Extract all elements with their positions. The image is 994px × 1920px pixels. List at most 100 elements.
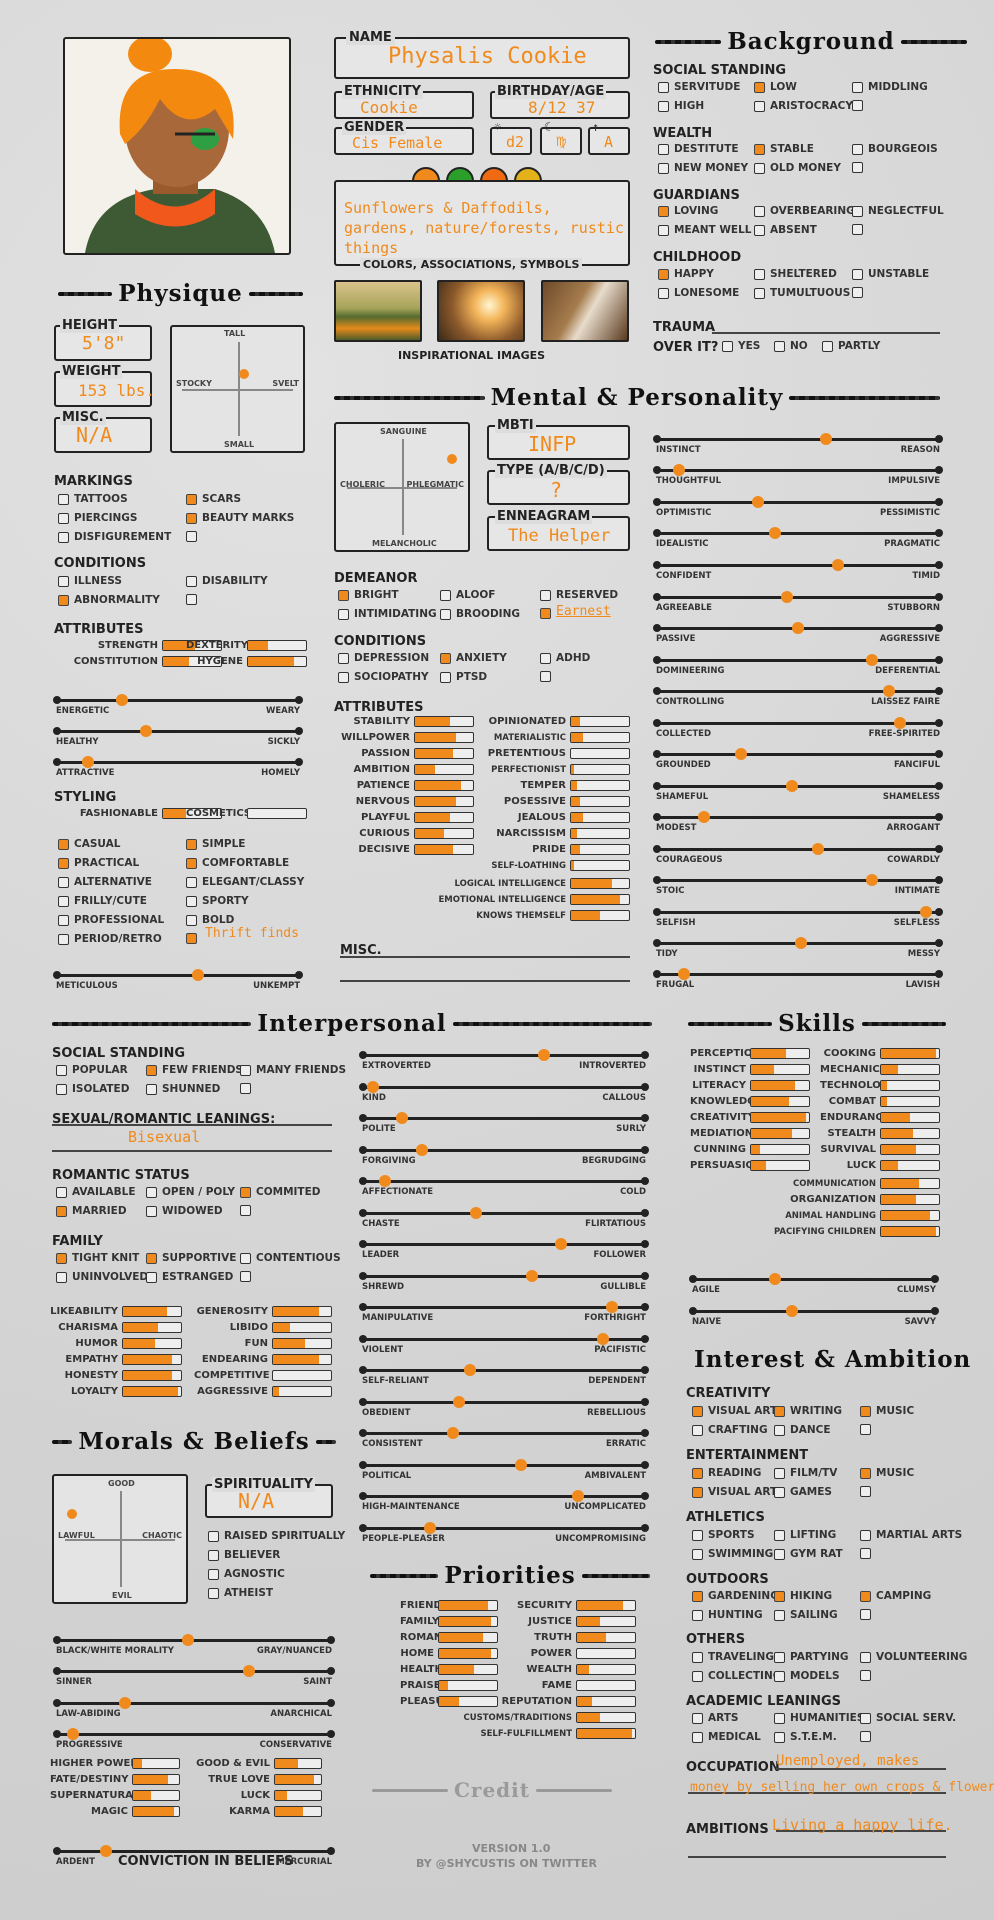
slider-handle[interactable]	[446, 1427, 459, 1439]
attribute-pacifying-children[interactable]: PACIFYING CHILDREN	[730, 1226, 940, 1237]
inspiration-image-sunflowers[interactable]	[334, 280, 422, 342]
slider-kind-callous[interactable]: KIND CALLOUS	[359, 1081, 649, 1106]
checkbox-box[interactable]	[852, 287, 863, 298]
checkbox-box[interactable]	[860, 1424, 871, 1435]
attribute-higher-power[interactable]: HIGHER POWER	[50, 1758, 180, 1769]
checkbox-alternative[interactable]: ALTERNATIVE	[58, 876, 152, 888]
attribute-constitution[interactable]: CONSTITUTION	[48, 656, 222, 667]
attribute-generosity[interactable]: GENEROSITY	[194, 1306, 332, 1317]
checkbox-box[interactable]	[692, 1590, 703, 1602]
writing-line[interactable]	[52, 1150, 332, 1152]
checkbox-box[interactable]	[240, 1083, 251, 1094]
attribute-justice[interactable]: JUSTICE	[516, 1616, 636, 1627]
slider-confident-timid[interactable]: CONFIDENT TIMID	[653, 559, 943, 584]
attribute-bar[interactable]	[132, 1774, 180, 1785]
attribute-bar[interactable]	[570, 780, 630, 791]
checkbox-servitude[interactable]: SERVITUDE	[658, 81, 740, 93]
checkbox-box[interactable]	[774, 1486, 785, 1498]
slider-handle[interactable]	[119, 1697, 131, 1709]
checkbox-box[interactable]	[774, 1712, 785, 1724]
slider-agreeable-stubborn[interactable]: AGREEABLE STUBBORN	[653, 591, 943, 616]
checkbox-reserved[interactable]: RESERVED	[540, 589, 618, 601]
slider-handle[interactable]	[66, 1728, 79, 1740]
attribute-bar[interactable]	[750, 1160, 810, 1171]
slider-handle[interactable]	[794, 937, 807, 949]
checkbox-box[interactable]	[208, 1530, 219, 1542]
slider-stoic-intimate[interactable]: STOIC INTIMATE	[653, 874, 943, 899]
checkbox-box[interactable]	[56, 1186, 67, 1198]
checkbox-sociopathy[interactable]: SOCIOPATHY	[338, 671, 429, 683]
attribute-bar[interactable]	[880, 1096, 940, 1107]
attribute-combat[interactable]: COMBAT	[820, 1096, 940, 1107]
slider-handle[interactable]	[515, 1459, 528, 1471]
slider-handle[interactable]	[469, 1207, 482, 1219]
checkbox-tight-knit[interactable]: TIGHT KNIT	[56, 1252, 139, 1264]
checkbox-box[interactable]	[852, 268, 863, 280]
attribute-luck[interactable]: LUCK	[186, 1790, 322, 1801]
checkbox-box[interactable]	[754, 100, 765, 112]
checkbox-humanities[interactable]: HUMANITIES	[774, 1712, 864, 1724]
checkbox-simple[interactable]: SIMPLE	[186, 838, 245, 850]
attribute-bar[interactable]	[570, 860, 630, 871]
attribute-dexterity[interactable]: DEXTERITY	[186, 640, 307, 651]
attribute-bar[interactable]	[438, 1680, 498, 1691]
attribute-bar[interactable]	[247, 640, 307, 651]
attribute-romance[interactable]: ROMANCE	[400, 1632, 498, 1643]
attribute-emotional-intelligence[interactable]: EMOTIONAL INTELLIGENCE	[420, 894, 630, 905]
slider-handle[interactable]	[99, 1845, 112, 1857]
slider-handle[interactable]	[571, 1490, 584, 1502]
checkbox-other[interactable]	[240, 1271, 251, 1282]
slider-black-white-morality-gray-nuanced[interactable]: BLACK/WHITE MORALITY GRAY/NUANCED	[53, 1634, 335, 1659]
checkbox-box[interactable]	[860, 1467, 871, 1479]
checkbox-high[interactable]: HIGH	[658, 100, 704, 112]
checkbox-box[interactable]	[58, 531, 69, 543]
slider-controlling-laissez-faire[interactable]: CONTROLLING LAISSEZ FAIRE	[653, 685, 943, 710]
attribute-bar[interactable]	[132, 1806, 180, 1817]
attribute-literacy[interactable]: LITERACY	[690, 1080, 810, 1091]
checkbox-other[interactable]	[860, 1548, 871, 1559]
checkbox-ptsd[interactable]: PTSD	[440, 671, 487, 683]
attribute-aggressive[interactable]: AGGRESSIVE	[194, 1386, 332, 1397]
attribute-bar[interactable]	[570, 748, 630, 759]
checkbox-agnostic[interactable]: AGNOSTIC	[208, 1568, 285, 1580]
attribute-bar[interactable]	[750, 1064, 810, 1075]
slider-handle[interactable]	[597, 1333, 610, 1345]
attribute-customs-traditions[interactable]: CUSTOMS/TRADITIONS	[446, 1712, 636, 1723]
attribute-fame[interactable]: FAME	[516, 1680, 636, 1691]
checkbox-lifting[interactable]: LIFTING	[774, 1529, 836, 1541]
sun-sign-field[interactable]	[490, 127, 532, 155]
attribute-bar[interactable]	[414, 748, 474, 759]
attribute-bar[interactable]	[414, 812, 474, 823]
checkbox-box[interactable]	[774, 1590, 785, 1602]
attribute-bar[interactable]	[438, 1648, 498, 1659]
slider-handle[interactable]	[919, 906, 932, 918]
checkbox-meant-well[interactable]: MEANT WELL	[658, 224, 752, 236]
attribute-bar[interactable]	[576, 1728, 636, 1739]
checkbox-box[interactable]	[774, 1529, 785, 1541]
slider-attractive-homely[interactable]: ATTRACTIVE HOMELY	[53, 756, 303, 781]
attribute-temper[interactable]: TEMPER	[486, 780, 630, 791]
checkbox-box[interactable]	[186, 594, 197, 605]
checkbox-box[interactable]	[186, 531, 197, 542]
attribute-bar[interactable]	[122, 1338, 182, 1349]
slider-handle[interactable]	[537, 1049, 550, 1061]
attribute-empathy[interactable]: EMPATHY	[50, 1354, 182, 1365]
attribute-materialistic[interactable]: MATERIALISTIC	[486, 732, 630, 743]
attribute-family[interactable]: FAMILY	[400, 1616, 498, 1627]
attribute-bar[interactable]	[414, 732, 474, 743]
slider-handle[interactable]	[672, 464, 685, 476]
checkbox-box[interactable]	[208, 1568, 219, 1580]
attribute-bar[interactable]	[162, 640, 222, 651]
attribute-bar[interactable]	[750, 1096, 810, 1107]
checkbox-box[interactable]	[692, 1670, 703, 1682]
checkbox-visual-art[interactable]: VISUAL ART	[692, 1486, 777, 1498]
slider-handle[interactable]	[780, 591, 793, 603]
slider-optimistic-pessimistic[interactable]: OPTIMISTIC PESSIMISTIC	[653, 496, 943, 521]
writing-line[interactable]	[776, 1768, 946, 1770]
checkbox-box[interactable]	[146, 1205, 157, 1217]
slider-handle[interactable]	[191, 969, 204, 981]
checkbox-popular[interactable]: POPULAR	[56, 1064, 128, 1076]
attribute-wealth[interactable]: WEALTH	[516, 1664, 636, 1675]
checkbox-martial-arts[interactable]: MARTIAL ARTS	[860, 1529, 962, 1541]
attribute-bar[interactable]	[570, 796, 630, 807]
